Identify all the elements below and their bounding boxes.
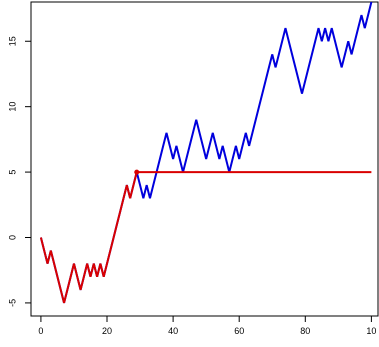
stop-point-marker [134,169,140,175]
y-tick-label: 0 [7,235,17,240]
x-tick-label: 0 [38,326,43,336]
series-line-red [39,171,372,304]
y-tick-label: 5 [7,170,17,175]
x-tick-label: 10 [366,326,376,336]
series-layer [39,1,373,304]
y-tick-label: -5 [7,299,17,307]
x-tick-label: 40 [168,326,178,336]
x-tick-label: 20 [102,326,112,336]
y-tick-label: 15 [7,36,17,46]
x-tick-label: 80 [300,326,310,336]
y-tick-label: 10 [7,102,17,112]
plot-frame [30,1,379,317]
x-axis: 0 20 40 60 80 10 [38,316,376,336]
series-line-blue [39,1,373,304]
x-tick-label: 60 [234,326,244,336]
y-axis: -5 0 5 10 15 [7,36,31,307]
